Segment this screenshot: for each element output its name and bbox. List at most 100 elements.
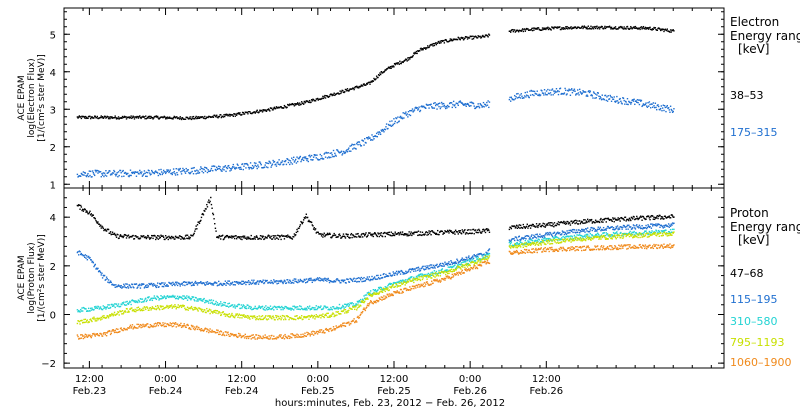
data-point xyxy=(273,235,276,237)
data-point xyxy=(358,299,361,302)
data-point xyxy=(629,27,631,30)
data-point xyxy=(120,284,122,287)
data-point xyxy=(214,227,217,229)
data-point xyxy=(618,227,620,229)
data-point xyxy=(399,273,402,275)
data-point xyxy=(563,231,565,233)
data-point xyxy=(352,234,355,237)
data-point xyxy=(166,117,168,120)
data-point xyxy=(653,106,656,109)
data-point xyxy=(98,223,100,225)
data-point xyxy=(486,228,488,230)
data-point xyxy=(297,103,300,105)
data-point xyxy=(284,317,286,319)
data-point xyxy=(109,116,112,118)
data-point xyxy=(429,232,431,234)
data-point xyxy=(407,271,409,273)
data-point xyxy=(425,107,427,109)
data-point xyxy=(170,172,173,175)
data-point xyxy=(129,284,131,287)
data-point xyxy=(638,232,641,234)
data-point xyxy=(166,284,168,286)
data-point xyxy=(431,271,434,273)
data-point xyxy=(473,254,475,256)
data-point xyxy=(89,307,92,310)
data-point xyxy=(84,209,87,211)
data-point xyxy=(296,308,298,310)
data-point xyxy=(225,284,227,286)
data-point xyxy=(101,174,104,176)
data-point xyxy=(162,305,164,308)
data-point xyxy=(515,224,518,227)
data-point xyxy=(114,173,116,176)
data-point xyxy=(616,227,618,229)
data-point xyxy=(567,223,570,225)
data-point xyxy=(163,115,166,118)
data-point xyxy=(249,111,251,113)
data-point xyxy=(618,228,621,230)
data-point xyxy=(292,305,294,308)
data-point xyxy=(288,104,290,107)
data-point xyxy=(387,275,390,277)
data-point xyxy=(555,233,557,236)
data-point xyxy=(273,309,275,311)
data-point xyxy=(567,90,570,92)
data-point xyxy=(409,271,412,273)
data-point xyxy=(521,242,523,244)
data-point xyxy=(266,319,268,321)
data-point xyxy=(158,308,161,311)
data-point xyxy=(543,94,545,96)
data-point xyxy=(237,112,239,115)
data-point xyxy=(241,113,243,116)
data-point xyxy=(174,174,177,176)
data-point xyxy=(617,217,619,219)
data-point xyxy=(341,306,343,308)
data-point xyxy=(136,307,138,309)
data-point xyxy=(143,309,145,311)
data-point xyxy=(415,270,417,272)
data-point xyxy=(111,231,114,233)
data-point xyxy=(641,224,643,227)
data-point xyxy=(99,317,101,319)
data-point xyxy=(640,233,642,235)
data-point xyxy=(189,236,191,239)
data-point xyxy=(166,236,169,238)
data-point xyxy=(225,114,227,116)
data-point xyxy=(462,37,464,39)
data-point xyxy=(170,296,172,298)
data-point xyxy=(594,228,597,231)
data-point xyxy=(549,239,551,242)
data-point xyxy=(153,297,155,299)
data-point xyxy=(255,111,257,113)
data-point xyxy=(605,99,607,102)
data-point xyxy=(109,307,111,309)
data-point xyxy=(389,65,392,68)
data-point xyxy=(178,118,181,120)
data-point xyxy=(313,227,315,229)
data-point xyxy=(420,273,422,275)
data-point xyxy=(264,164,266,166)
data-point xyxy=(77,251,79,253)
data-point xyxy=(229,284,231,286)
data-point xyxy=(324,97,327,99)
data-point xyxy=(112,172,114,174)
data-point xyxy=(356,277,359,280)
data-point xyxy=(268,235,270,237)
data-point xyxy=(330,152,333,154)
data-point xyxy=(190,282,192,284)
data-point xyxy=(326,306,329,308)
data-point xyxy=(360,298,362,301)
data-point xyxy=(608,235,610,237)
data-point xyxy=(166,295,169,297)
data-point xyxy=(648,105,650,107)
data-point xyxy=(457,262,459,264)
data-point xyxy=(488,101,491,103)
data-point xyxy=(363,144,365,146)
data-point xyxy=(247,166,250,169)
data-point xyxy=(575,26,577,29)
data-point xyxy=(145,171,148,174)
data-point xyxy=(151,116,154,119)
data-point xyxy=(580,93,583,95)
data-point xyxy=(190,305,193,308)
data-point xyxy=(459,38,461,41)
